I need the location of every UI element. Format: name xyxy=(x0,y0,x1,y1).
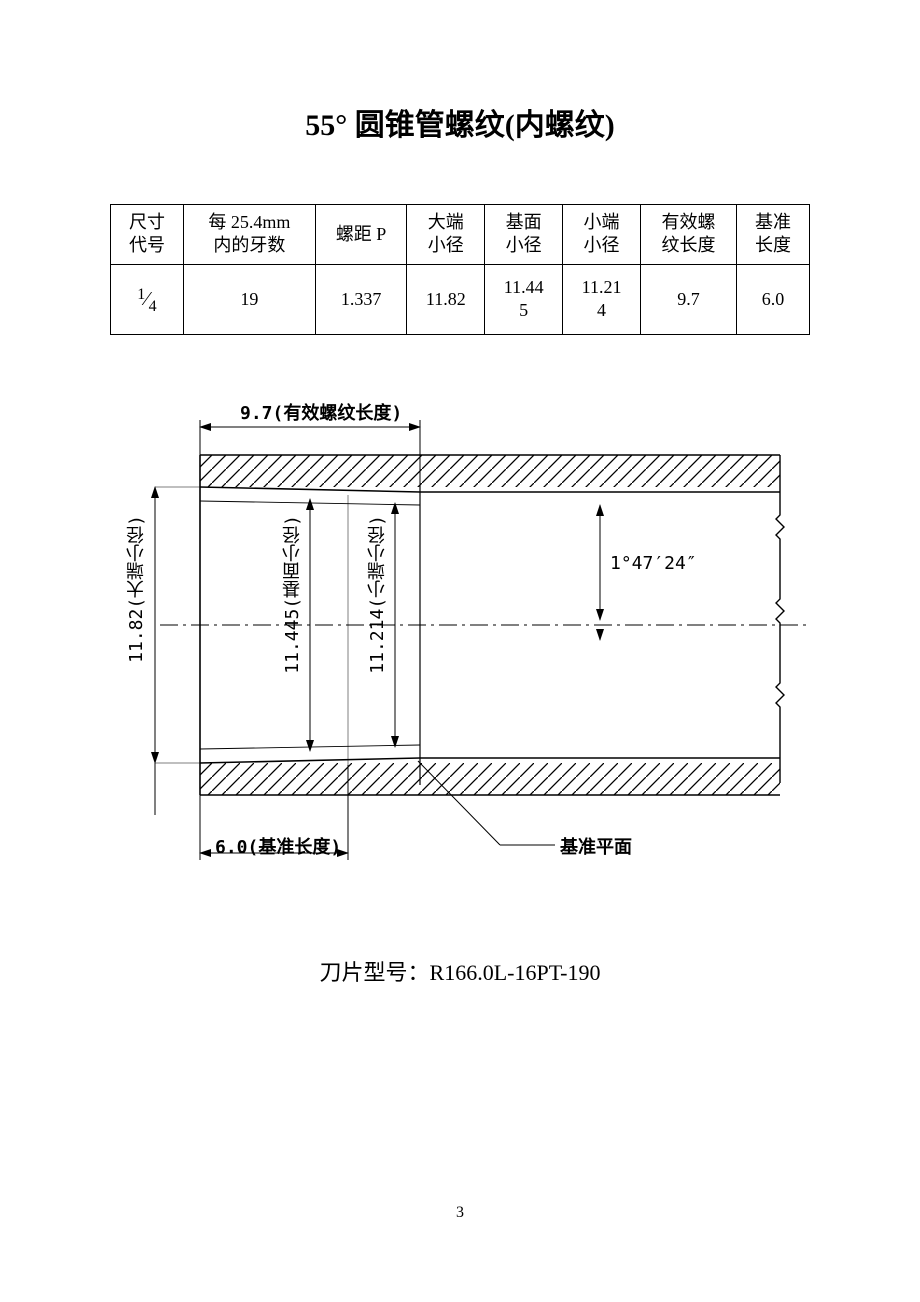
col-pitch-label: 螺距 P xyxy=(336,224,387,244)
col-size-label: 尺寸代号 xyxy=(129,212,165,255)
diagram-svg xyxy=(100,385,820,905)
page-number: 3 xyxy=(456,1204,464,1222)
col-base: 基面小径 xyxy=(485,205,563,265)
col-large: 大端小径 xyxy=(407,205,485,265)
col-pitch: 螺距 P xyxy=(315,205,407,265)
hatch-bottom xyxy=(200,763,780,795)
cell-size: 1⁄4 xyxy=(111,264,184,334)
col-threads-label: 每 25.4mm内的牙数 xyxy=(208,212,290,255)
table-row: 1⁄4 19 1.337 11.82 11.44 5 11.21 4 9.7 6… xyxy=(111,264,810,334)
col-threads: 每 25.4mm内的牙数 xyxy=(183,205,315,265)
size-den: 4 xyxy=(149,298,157,315)
col-efflen-label: 有效螺纹长度 xyxy=(661,212,715,255)
col-reflen-label: 基准长度 xyxy=(755,212,791,255)
table-header-row: 尺寸代号 每 25.4mm内的牙数 螺距 P 大端小径 基面小径 小端小径 有效… xyxy=(111,205,810,265)
col-base-label: 基面小径 xyxy=(506,212,542,255)
col-reflen: 基准长度 xyxy=(736,205,809,265)
cell-efflen: 9.7 xyxy=(640,264,736,334)
size-num: 1 xyxy=(137,286,145,303)
size-fraction: 1⁄4 xyxy=(137,286,156,312)
cell-threads: 19 xyxy=(183,264,315,334)
tool-model-label: 刀片型号：R166.0L-16PT-190 xyxy=(80,955,840,987)
label-base-dia: 11.445(基面小径) xyxy=(280,515,306,674)
label-ref-plane: 基准平面 xyxy=(560,833,632,859)
thread-diagram: 9.7(有效螺纹长度) 11.82(大端小径) 11.445(基面小径) 11.… xyxy=(100,385,820,905)
label-ref-length: 6.0(基准长度) xyxy=(215,833,341,859)
label-eff-length: 9.7(有效螺纹长度) xyxy=(240,399,402,425)
cell-small: 11.21 4 xyxy=(563,264,641,334)
col-size: 尺寸代号 xyxy=(111,205,184,265)
hatch-top xyxy=(200,455,780,487)
break-line-icon xyxy=(776,455,784,783)
col-small-label: 小端小径 xyxy=(584,212,620,255)
label-taper-angle: 1°47′24″ xyxy=(610,553,697,574)
cell-base: 11.44 5 xyxy=(485,264,563,334)
label-small-dia: 11.214(小端小径) xyxy=(365,515,391,674)
col-small: 小端小径 xyxy=(563,205,641,265)
page-title: 55° 圆锥管螺纹(内螺纹) xyxy=(80,100,840,144)
cell-large: 11.82 xyxy=(407,264,485,334)
cell-reflen: 6.0 xyxy=(736,264,809,334)
col-large-label: 大端小径 xyxy=(428,212,464,255)
cell-pitch: 1.337 xyxy=(315,264,407,334)
label-large-dia: 11.82(大端小径) xyxy=(124,515,150,663)
thread-spec-table: 尺寸代号 每 25.4mm内的牙数 螺距 P 大端小径 基面小径 小端小径 有效… xyxy=(110,204,810,335)
col-efflen: 有效螺纹长度 xyxy=(640,205,736,265)
